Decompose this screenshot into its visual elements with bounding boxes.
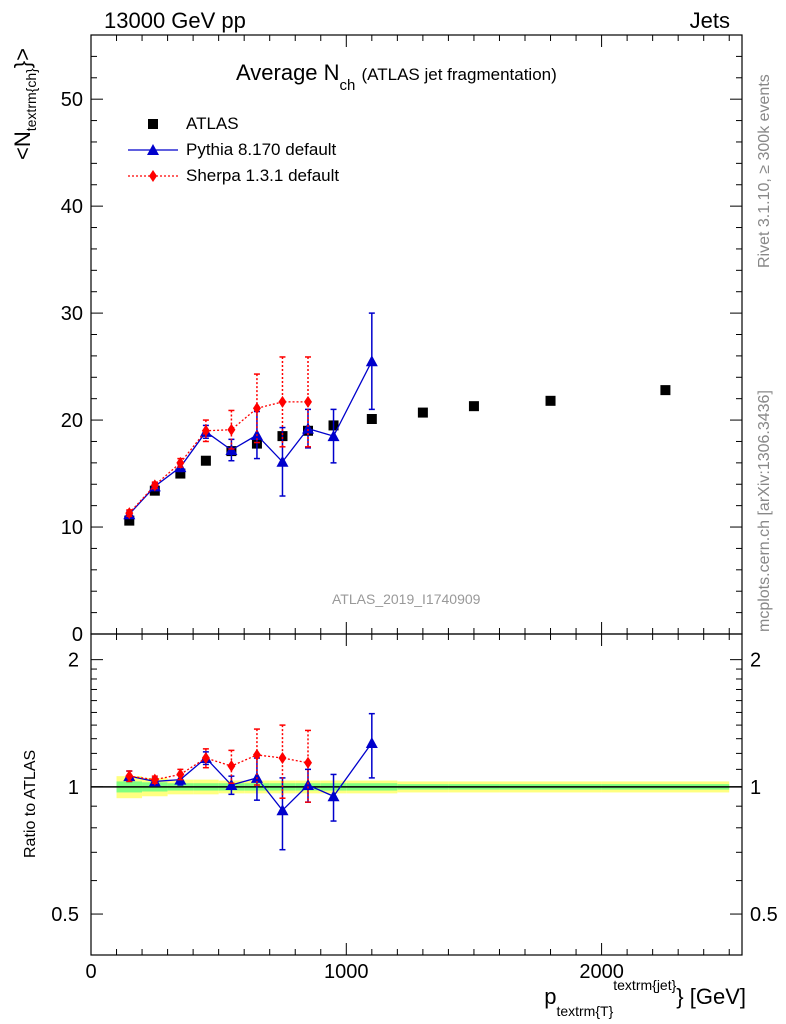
y-tick-label-main: 0 [72,624,83,646]
sherpa-ratio-point [176,768,185,781]
xlabel-end: } [GeV] [676,984,746,1009]
sherpa-ratio-point [278,752,287,765]
pythia-ratio-line [129,742,373,812]
ylabel-main-sub: textrm{ch} [23,68,39,132]
xlabel-sup: textrm{jet} [613,977,677,993]
y-tick-label-main: 30 [61,303,83,325]
legend-label-sherpa: Sherpa 1.3.1 default [186,166,340,185]
title-subscript: ch [339,77,356,94]
sherpa-main-point [252,402,261,415]
title-rest: (ATLAS jet fragmentation) [361,65,557,84]
legend-marker-sherpa [149,170,157,182]
x-tick-label: 1000 [324,961,369,983]
axis-ticks [90,34,742,955]
sherpa-ratio-point [252,748,261,761]
atlas-main-point [468,401,479,412]
atlas-main-point [545,395,556,406]
y-tick-label-ratio-right: 2 [750,650,761,672]
pythia-main-point [276,455,289,467]
pythia-ratio-point [225,779,238,791]
legend-marker-atlas [148,119,158,129]
y-tick-label-main: 10 [61,517,83,539]
xlabel-p: p [544,984,557,1009]
sherpa-main-point [176,456,185,469]
pythia-ratio-point [365,736,378,748]
pythia-main-point [327,430,340,442]
rivet-version-label: Rivet 3.1.10, ≥ 300k events [756,74,773,268]
sherpa-ratio-point [304,756,312,769]
y-tick-label-ratio-right: 1 [750,777,761,799]
x-tick-label: 2000 [579,961,624,983]
legend-markers [128,119,178,182]
sherpa-main-point [227,423,236,436]
y-tick-label-ratio: 2 [68,650,79,672]
sherpa-ratio-point [125,770,134,783]
analysis-id-label: ATLAS_2019_I1740909 [332,591,481,607]
axis-tick-labels: 0 1000 2000 0 10 20 30 40 50 0.5 0.5 1 1 2 2 [51,89,778,983]
pythia-main-point [365,355,378,367]
plot-title: Average Nch (ATLAS jet fragmentation) [236,60,557,94]
atlas-main-point [200,455,211,466]
pythia-main-point [302,422,314,434]
sherpa-ratio-point [150,773,159,786]
sherpa-main-point [150,479,159,492]
xlabel-sub: textrm{T} [556,1003,614,1019]
atlas-main-point [366,414,377,425]
sherpa-ratio-point [227,760,236,773]
category-label: Jets [689,8,730,33]
atlas-main-point [417,407,428,418]
atlas-main-point [660,385,671,396]
y-axis-label-main: <Ntextrm{ch}}> [10,48,39,160]
ratio-uncertainty-band [91,776,742,799]
sherpa-main-point [125,507,134,520]
sherpa-main-point [278,395,287,408]
pythia-ratio-point [327,790,340,802]
y-tick-label-ratio-right: 0.5 [750,904,778,926]
ratio-panel-series [123,712,378,851]
pythia-main-line [128,360,373,515]
y-tick-label-main: 40 [61,196,83,218]
y-tick-label-ratio: 0.5 [51,904,79,926]
legend-marker-pythia [147,144,159,155]
ylabel-main-part: <N [10,131,35,160]
title-main: Average N [236,60,340,85]
ylabel-main-end: }> [10,48,35,69]
atlas-main-point [175,468,186,479]
sherpa-main-point [304,395,312,408]
main-panel-series [123,312,671,526]
sherpa-ratio-point [201,752,210,765]
y-tick-label-main: 20 [61,410,83,432]
pythia-ratio-point [302,779,314,791]
atlas-main-point [124,515,135,526]
x-axis-label: ptextrm{T} textrm{jet}} [GeV] [544,977,746,1019]
ratio-panel-frame [90,633,743,956]
y-tick-label-ratio: 1 [68,777,79,799]
sherpa-main-point [201,424,210,437]
y-tick-label-main: 50 [61,89,83,111]
energy-label: 13000 GeV pp [104,8,246,33]
y-axis-label-ratio: Ratio to ATLAS [22,749,39,858]
mcplots-label: mcplots.cern.ch [arXiv:1306.3436] [756,390,773,632]
legend-label-atlas: ATLAS [186,114,239,133]
x-tick-label: 0 [85,961,96,983]
pythia-ratio-point [276,804,289,816]
legend-label-pythia: Pythia 8.170 default [186,140,337,159]
sherpa-main-line [128,401,308,514]
